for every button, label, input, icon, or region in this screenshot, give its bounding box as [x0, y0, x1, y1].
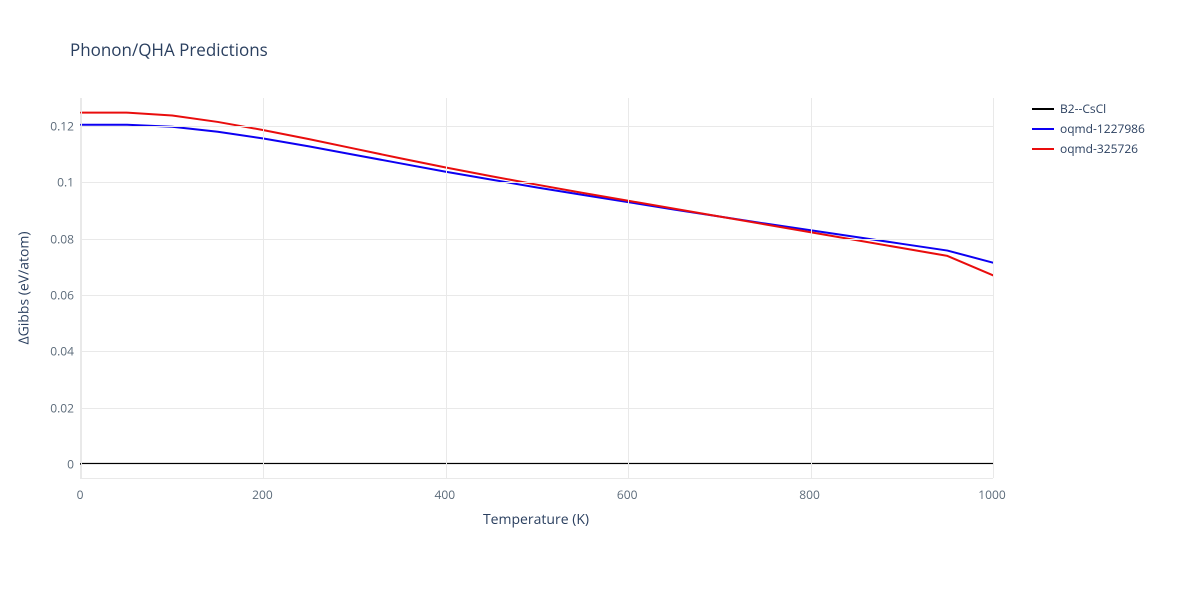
- legend-swatch: [1032, 108, 1054, 110]
- grid-line-vertical: [263, 98, 264, 478]
- y-tick-label: 0.08: [38, 230, 74, 247]
- legend-label: oqmd-325726: [1060, 140, 1138, 157]
- legend-swatch: [1032, 128, 1054, 130]
- y-tick-label: 0: [38, 455, 74, 472]
- grid-line-horizontal: [81, 182, 993, 183]
- y-tick-label: 0.06: [38, 287, 74, 304]
- x-tick-label: 400: [435, 486, 456, 503]
- chart-container: Phonon/QHA Predictions Temperature (K) Δ…: [0, 0, 1200, 600]
- legend-item[interactable]: B2--CsCl: [1032, 100, 1145, 117]
- series-line[interactable]: [81, 113, 993, 276]
- y-tick-label: 0.04: [38, 343, 74, 360]
- chart-title: Phonon/QHA Predictions: [70, 38, 268, 61]
- x-tick-label: 0: [77, 486, 84, 503]
- grid-line-horizontal: [81, 464, 993, 465]
- y-tick-label: 0.12: [38, 118, 74, 135]
- series-line[interactable]: [81, 125, 993, 263]
- x-tick-label: 600: [617, 486, 638, 503]
- line-chart-svg: [81, 98, 993, 478]
- y-tick-label: 0.02: [38, 399, 74, 416]
- legend: B2--CsCl oqmd-1227986 oqmd-325726: [1032, 100, 1145, 160]
- grid-line-horizontal: [81, 295, 993, 296]
- grid-line-horizontal: [81, 239, 993, 240]
- grid-line-horizontal: [81, 408, 993, 409]
- grid-line-vertical: [81, 98, 82, 478]
- x-tick-label: 800: [799, 486, 820, 503]
- plot-area[interactable]: [80, 98, 993, 479]
- legend-label: B2--CsCl: [1060, 100, 1106, 117]
- y-axis-label: ΔGibbs (eV/atom): [15, 231, 34, 344]
- x-axis-label: Temperature (K): [483, 510, 589, 529]
- grid-line-vertical: [446, 98, 447, 478]
- legend-swatch: [1032, 148, 1054, 150]
- y-tick-label: 0.1: [38, 174, 74, 191]
- legend-item[interactable]: oqmd-1227986: [1032, 120, 1145, 137]
- legend-label: oqmd-1227986: [1060, 120, 1145, 137]
- grid-line-horizontal: [81, 351, 993, 352]
- legend-item[interactable]: oqmd-325726: [1032, 140, 1145, 157]
- x-tick-label: 200: [252, 486, 273, 503]
- x-tick-label: 1000: [978, 486, 1005, 503]
- grid-line-vertical: [628, 98, 629, 478]
- grid-line-vertical: [811, 98, 812, 478]
- grid-line-vertical: [993, 98, 994, 478]
- grid-line-horizontal: [81, 126, 993, 127]
